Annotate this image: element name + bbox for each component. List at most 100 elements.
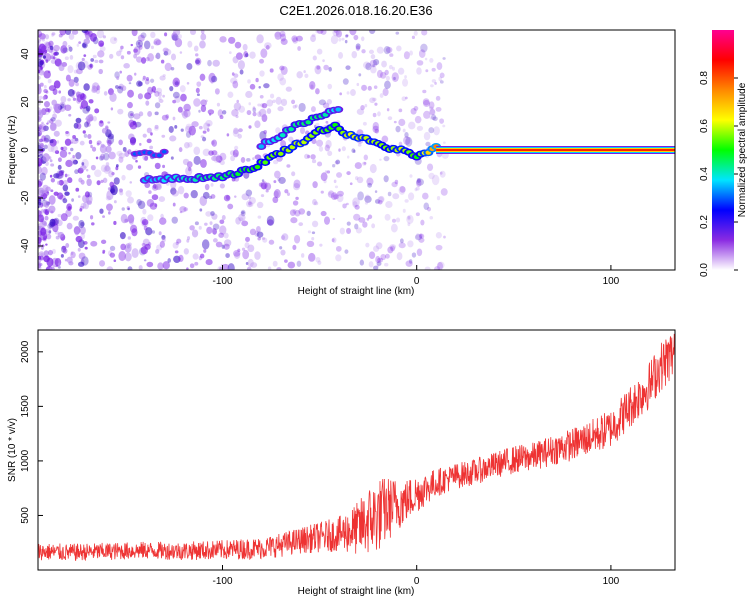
- noise-blob: [115, 164, 119, 168]
- noise-blob: [393, 76, 396, 81]
- noise-blob: [349, 30, 357, 36]
- noise-blob: [144, 92, 152, 100]
- noise-blob: [291, 35, 298, 43]
- noise-blob: [154, 203, 158, 207]
- noise-blob: [69, 54, 74, 60]
- noise-blob: [414, 115, 422, 124]
- noise-blob: [245, 262, 249, 266]
- noise-blob: [48, 230, 52, 234]
- noise-blob: [405, 260, 413, 267]
- noise-blob: [414, 234, 422, 241]
- noise-blob: [83, 38, 91, 45]
- noise-blob: [49, 106, 53, 111]
- noise-blob: [249, 51, 256, 59]
- noise-blob: [175, 241, 179, 246]
- noise-blob: [73, 122, 79, 129]
- noise-blob: [254, 120, 261, 129]
- noise-blob: [259, 130, 267, 141]
- noise-blob: [52, 113, 57, 120]
- noise-blob: [91, 146, 97, 152]
- noise-blob: [145, 76, 150, 81]
- noise-blob: [327, 83, 333, 90]
- noise-blob: [408, 259, 413, 264]
- noise-blob: [247, 258, 254, 268]
- noise-blob: [411, 35, 415, 40]
- noise-blob: [439, 72, 445, 79]
- noise-blob: [157, 262, 164, 270]
- noise-blob: [211, 139, 218, 147]
- noise-blob: [185, 166, 193, 176]
- noise-blob: [118, 156, 124, 163]
- noise-blob: [416, 248, 423, 257]
- noise-blob: [326, 99, 332, 105]
- signal-branch-upper-core: [305, 120, 312, 125]
- noise-blob: [96, 30, 105, 39]
- snr-y-label: SNR (10 * v/v): [7, 418, 18, 482]
- noise-blob: [53, 52, 58, 56]
- noise-blob: [43, 137, 50, 143]
- noise-blob: [173, 255, 181, 264]
- noise-blob: [306, 210, 311, 217]
- noise-blob: [367, 85, 372, 91]
- noise-blob: [335, 30, 342, 38]
- noise-blob: [260, 103, 265, 108]
- noise-blob: [44, 200, 50, 208]
- noise-blob: [57, 180, 61, 185]
- noise-blob: [150, 45, 154, 50]
- noise-blob: [385, 46, 393, 54]
- noise-blob: [148, 190, 152, 195]
- noise-blob: [352, 197, 360, 207]
- noise-blob: [187, 40, 193, 48]
- noise-blob: [147, 110, 153, 117]
- noise-blob: [50, 210, 54, 214]
- noise-blob: [257, 215, 262, 219]
- noise-blob: [43, 70, 51, 79]
- noise-blob: [162, 261, 170, 270]
- noise-blob: [151, 230, 156, 234]
- noise-blob: [354, 204, 360, 210]
- noise-blob: [325, 139, 332, 149]
- noise-blob: [79, 93, 85, 101]
- noise-blob: [42, 235, 48, 241]
- noise-blob: [297, 46, 301, 51]
- noise-blob: [99, 45, 106, 52]
- noise-blob: [60, 213, 68, 222]
- noise-blob: [41, 135, 46, 142]
- noise-blob: [296, 71, 303, 79]
- noise-blob: [252, 107, 257, 113]
- noise-blob: [43, 53, 52, 62]
- noise-blob: [94, 59, 99, 64]
- noise-blob: [313, 201, 319, 206]
- noise-blob: [210, 211, 215, 216]
- noise-blob: [119, 232, 126, 240]
- noise-blob: [130, 113, 134, 117]
- snr-frame: [37, 329, 676, 571]
- noise-blob: [439, 80, 444, 84]
- snr-x-tick-label: -100: [212, 576, 232, 587]
- noise-blob: [386, 108, 390, 112]
- noise-blob: [71, 94, 75, 99]
- noise-blob: [145, 100, 150, 106]
- noise-blob: [248, 125, 252, 129]
- noise-blob: [350, 89, 356, 97]
- noise-blob: [199, 195, 208, 207]
- noise-blob: [118, 250, 126, 262]
- noise-blob: [49, 45, 54, 51]
- noise-blob: [335, 254, 342, 262]
- noise-blob: [361, 161, 367, 166]
- noise-blob: [164, 32, 168, 37]
- noise-blob: [245, 53, 249, 58]
- noise-blob: [50, 163, 55, 167]
- noise-blob: [332, 217, 336, 220]
- noise-blob: [414, 188, 418, 192]
- noise-blob: [146, 138, 152, 144]
- noise-blob: [43, 250, 49, 257]
- noise-blob: [162, 47, 169, 53]
- noise-blob: [279, 246, 283, 250]
- noise-blob: [315, 122, 320, 127]
- noise-blob: [38, 251, 45, 257]
- spectrogram-y-tick-label: -40: [20, 238, 31, 253]
- noise-blob: [162, 74, 166, 77]
- noise-blob: [391, 66, 395, 71]
- noise-blob: [57, 213, 62, 218]
